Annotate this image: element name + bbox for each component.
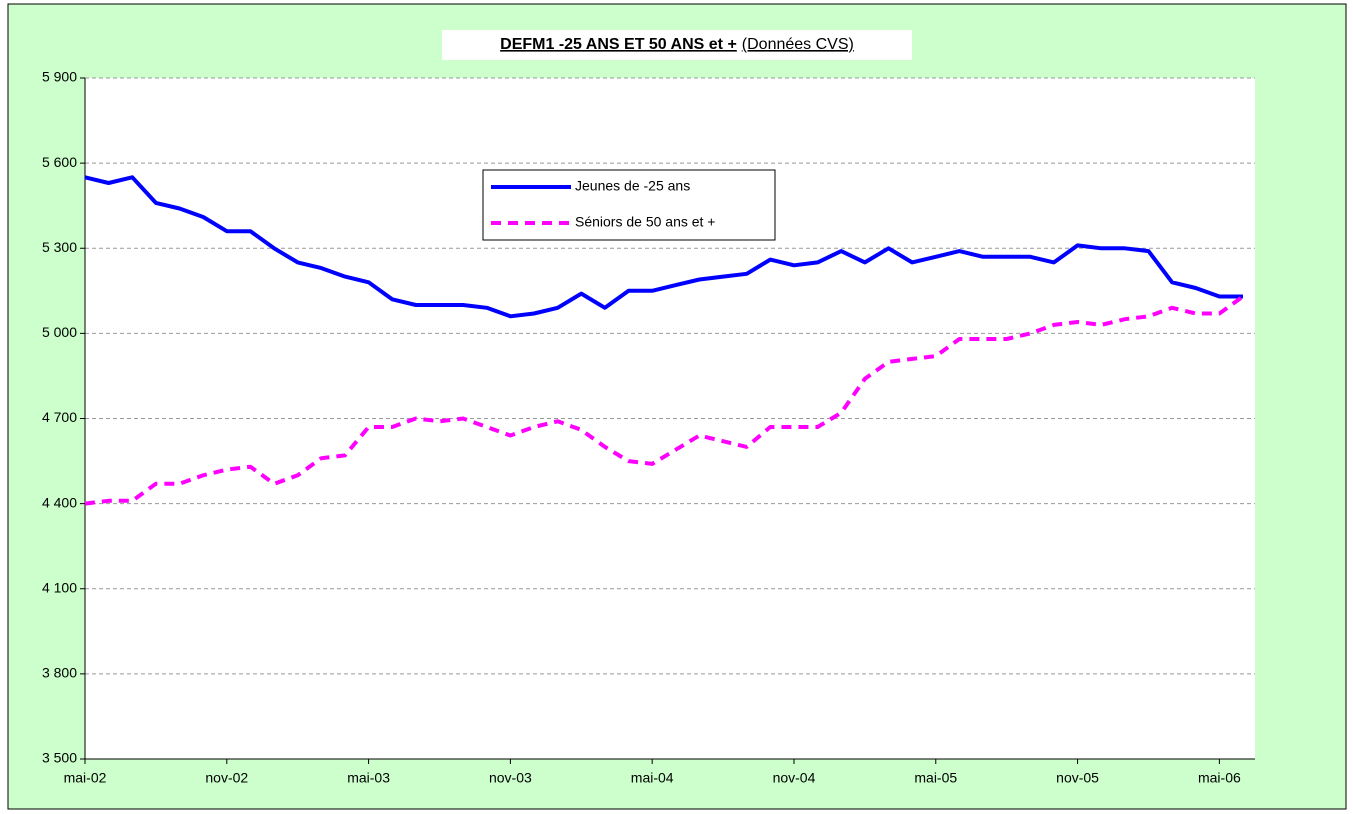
x-tick-label: mai-06 bbox=[1198, 770, 1241, 786]
x-tick-label: nov-02 bbox=[205, 770, 248, 786]
x-tick-label: mai-03 bbox=[347, 770, 390, 786]
y-tick-label: 3 800 bbox=[42, 665, 77, 681]
y-tick-label: 3 500 bbox=[42, 750, 77, 766]
x-tick-label: nov-05 bbox=[1056, 770, 1099, 786]
x-tick-label: nov-04 bbox=[773, 770, 816, 786]
y-tick-label: 5 900 bbox=[42, 69, 77, 85]
legend-box bbox=[482, 169, 776, 241]
x-tick-label: nov-03 bbox=[489, 770, 532, 786]
series-line bbox=[84, 175, 1243, 319]
y-tick-label: 5 600 bbox=[42, 154, 77, 170]
y-tick-label: 4 400 bbox=[42, 494, 77, 510]
chart-title: DEFM1 -25 ANS ET 50 ANS et + (Données CVS… bbox=[500, 36, 854, 53]
legend-label: Séniors de 50 ans et + bbox=[575, 214, 716, 230]
y-tick-label: 5 300 bbox=[42, 239, 77, 255]
y-tick-label: 4 100 bbox=[42, 579, 77, 595]
x-tick-label: mai-02 bbox=[64, 770, 107, 786]
legend-label: Jeunes de -25 ans bbox=[575, 178, 690, 194]
y-tick-label: 5 000 bbox=[42, 324, 77, 340]
y-tick-label: 4 700 bbox=[42, 409, 77, 425]
title-main: DEFM1 -25 ANS ET 50 ANS et + bbox=[500, 36, 737, 53]
title-box bbox=[442, 30, 912, 60]
x-tick-label: mai-04 bbox=[631, 770, 674, 786]
series-line bbox=[84, 294, 1245, 506]
x-tick-label: mai-05 bbox=[914, 770, 957, 786]
title-note: (Données CVS) bbox=[742, 36, 854, 53]
